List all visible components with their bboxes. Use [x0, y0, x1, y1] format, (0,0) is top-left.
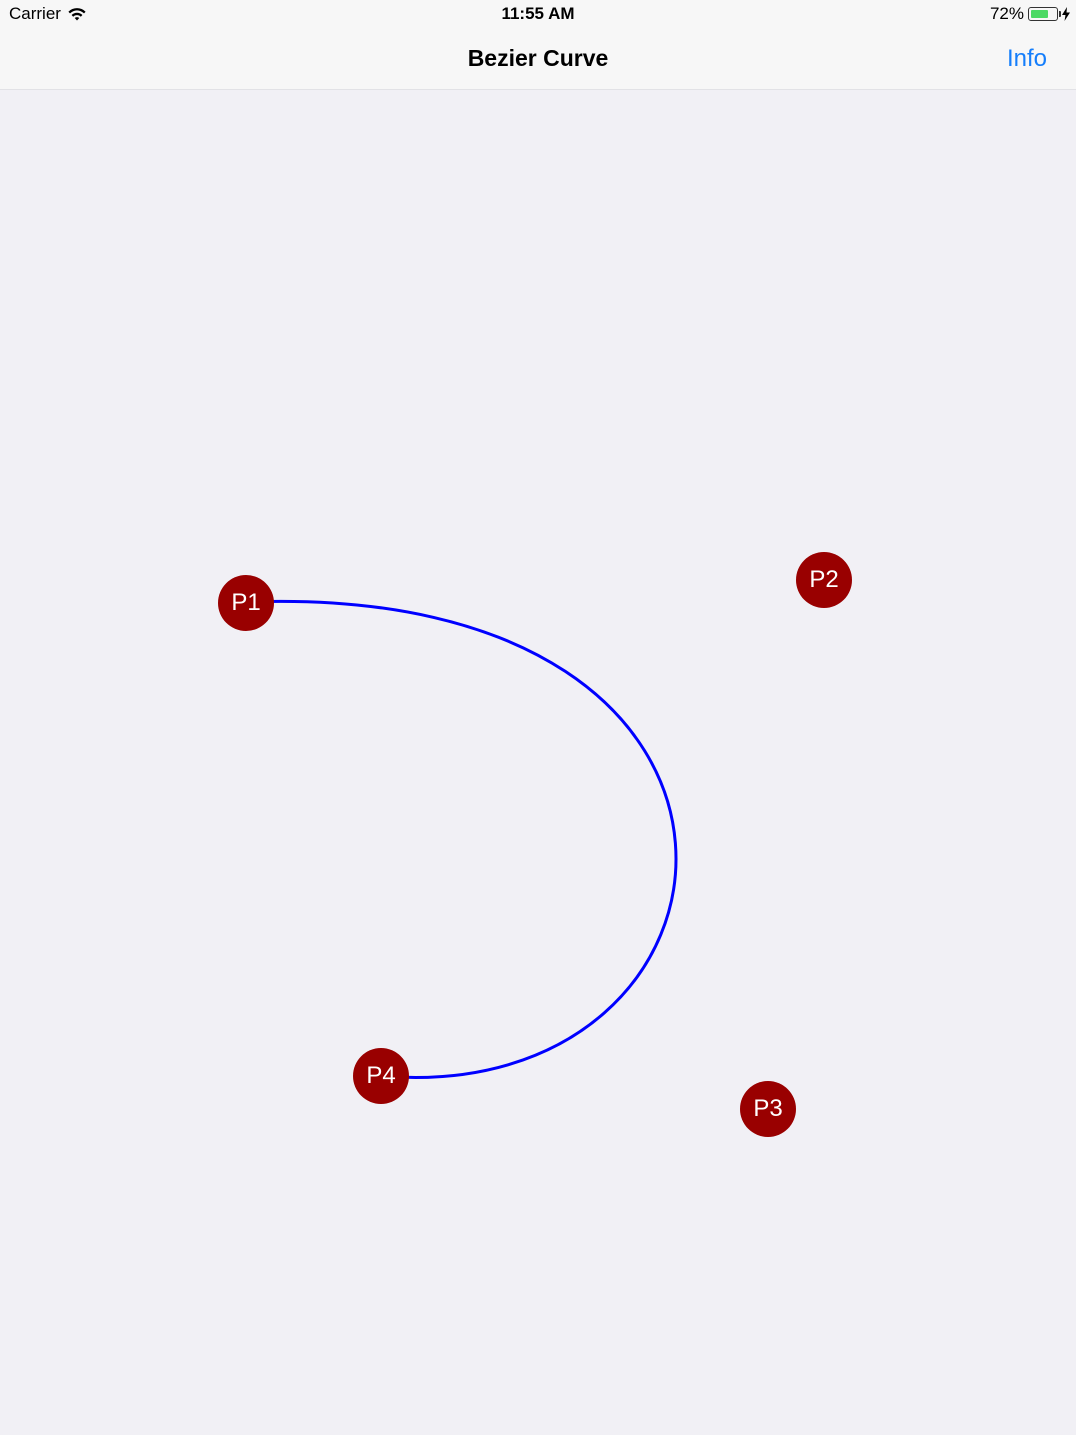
status-bar: Carrier 11:55 AM 72%: [0, 0, 1076, 30]
charging-bolt-icon: [1062, 7, 1070, 21]
control-point-p3[interactable]: P3: [740, 1081, 796, 1137]
battery-icon: [1028, 7, 1061, 21]
carrier-label: Carrier: [9, 4, 61, 23]
bezier-canvas[interactable]: P1 P2 P3 P4: [0, 90, 1076, 1435]
wifi-icon: [68, 7, 86, 20]
info-button[interactable]: Info: [1006, 45, 1047, 72]
navigation-bar: Bezier Curve Info: [0, 30, 1076, 90]
battery-level-fill: [1031, 10, 1048, 18]
control-point-p1[interactable]: P1: [218, 575, 274, 631]
battery-group: 72%: [990, 4, 1070, 24]
bezier-curve: [245, 599, 678, 1079]
battery-percent: 72%: [989, 4, 1024, 23]
bezier-curve-layer: [245, 599, 678, 1079]
page-title: Bezier Curve: [467, 45, 609, 71]
carrier-group: Carrier: [9, 4, 87, 24]
control-point-p2[interactable]: P2: [796, 552, 852, 608]
control-point-p4[interactable]: P4: [353, 1048, 409, 1104]
battery-tip: [1059, 11, 1061, 17]
status-time: 11:55 AM: [501, 4, 575, 23]
